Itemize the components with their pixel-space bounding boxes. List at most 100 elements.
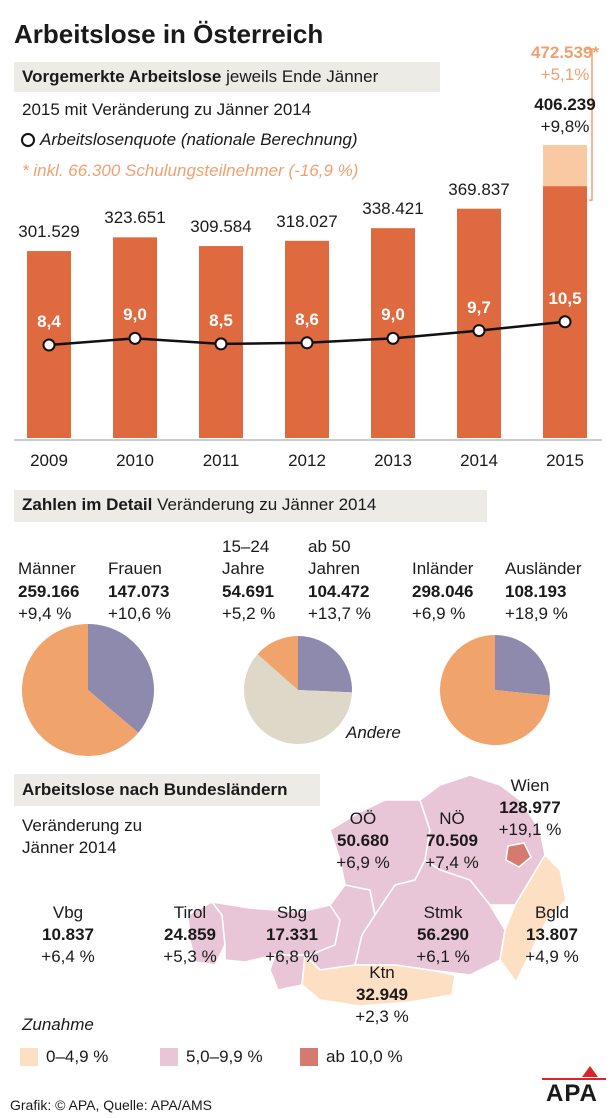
section-title: Arbeitslose nach Bundesländern	[22, 780, 288, 799]
region	[505, 842, 532, 868]
region-name: Ktn	[369, 963, 395, 982]
legend-swatch	[160, 1048, 178, 1066]
section-subtitle: Veränderung zu Jänner 2014	[157, 495, 377, 514]
section-subtitle: Veränderung zu Jänner 2014	[22, 816, 143, 857]
x-tick-label: 2013	[374, 451, 412, 470]
legend-marker	[21, 133, 35, 147]
value-label: 406.239	[534, 95, 596, 115]
source: Grafik: © APA, Quelle: APA/AMS	[10, 1097, 212, 1113]
bar	[457, 208, 501, 438]
section-title: Zahlen im Detail	[22, 495, 153, 514]
category-label: Frauen	[108, 559, 162, 578]
line-marker	[558, 315, 572, 329]
region-name: Tirol	[173, 903, 207, 922]
section-box	[14, 490, 487, 522]
region-value: 10.837	[42, 925, 94, 944]
page-title: Arbeitslose in Österreich	[14, 19, 324, 49]
legend-swatch	[300, 1048, 318, 1066]
value-label: 298.046	[412, 582, 474, 601]
x-tick-label: 2011	[202, 451, 240, 470]
change-label: +5,2 %	[222, 604, 276, 623]
legend-label: ab 10,0 %	[326, 1047, 403, 1066]
value-label: 108.193	[505, 582, 567, 601]
region-change: +6,8 %	[265, 947, 319, 966]
logo-mark	[582, 1066, 598, 1077]
change-label: +18,9 %	[505, 604, 568, 623]
change-label: +10,6 %	[108, 604, 171, 623]
x-tick-label: 2014	[460, 451, 498, 470]
change-label: +13,7 %	[308, 604, 371, 623]
region-change: +2,3 %	[355, 1007, 409, 1026]
region-change: +7,4 %	[425, 853, 479, 872]
rate-label: 9,0	[381, 305, 405, 325]
pie-slice	[21, 624, 139, 757]
region-change: +6,1 %	[416, 947, 470, 966]
change-label: +6,9 %	[412, 604, 466, 623]
line-marker	[386, 331, 400, 345]
pie-slice	[298, 636, 352, 693]
x-tick-label: 2009	[30, 451, 68, 470]
category-label: Inländer	[412, 559, 474, 578]
region-name: Wien	[510, 776, 550, 795]
legend-label: 0–4,9 %	[46, 1047, 109, 1066]
value-label: 369.837	[448, 179, 510, 199]
region-value: 13.807	[526, 925, 578, 944]
line-marker	[300, 336, 314, 350]
rate-label: 9,0	[123, 305, 147, 325]
section-box	[14, 62, 440, 92]
chart-note: 2015 mit Veränderung zu Jänner 2014	[22, 100, 312, 119]
region-change: +19,1 %	[498, 820, 562, 839]
value-label: 54.691	[222, 582, 274, 601]
rate-label: 10,5	[548, 288, 582, 308]
section-subtitle: jeweils Ende Jänner	[226, 67, 379, 86]
line-marker	[472, 324, 486, 338]
change-label: +9,4 %	[18, 604, 72, 623]
region-name: OÖ	[349, 809, 377, 828]
region-value: 70.509	[426, 831, 478, 850]
region-change: +5,3 %	[163, 947, 217, 966]
pie-slice	[88, 624, 154, 733]
change-label: +9,8%	[540, 117, 590, 137]
bracket	[586, 48, 593, 201]
bar	[543, 145, 587, 187]
bar	[543, 186, 587, 438]
legend-label: Arbeitslosenquote (nationale Berechnung)	[40, 130, 358, 149]
x-tick-label: 2015	[546, 451, 584, 470]
rate-label: 8,4	[37, 312, 61, 331]
value-label: 147.073	[108, 582, 170, 601]
rate-label: 9,7	[467, 297, 491, 317]
x-tick-label: 2012	[288, 451, 326, 470]
region	[269, 954, 306, 991]
value-label: 104.472	[308, 582, 370, 601]
section-box	[14, 774, 320, 806]
legend-title: Zunahme	[22, 1015, 94, 1034]
value-label: 301.529	[18, 222, 80, 242]
region-name: NÖ	[439, 809, 465, 828]
pie-slice	[244, 654, 352, 744]
pie-slice	[440, 635, 550, 745]
region-value: 32.949	[356, 985, 408, 1004]
pie-slice	[495, 635, 550, 696]
line-marker	[42, 338, 56, 352]
region-value: 56.290	[417, 925, 469, 944]
rate-label: 8,5	[209, 310, 233, 330]
value-label: 318.027	[276, 211, 338, 231]
total-change: +5,1%	[540, 65, 590, 85]
legend-swatch	[20, 1048, 38, 1066]
x-tick-label: 2010	[116, 451, 154, 470]
pie-label: Andere	[346, 723, 401, 742]
region-value: 17.331	[266, 925, 318, 944]
value-label: 323.651	[104, 208, 166, 228]
region-name: Bgld	[534, 903, 570, 922]
line-marker	[128, 331, 142, 345]
value-label: 259.166	[18, 582, 80, 601]
footnote: * inkl. 66.300 Schulungsteilnehmer (-16,…	[22, 161, 359, 180]
logo-mark	[542, 1078, 606, 1080]
logo: APA	[546, 1080, 598, 1107]
section-title: Vorgemerkte Arbeitslose	[22, 67, 222, 86]
region	[301, 953, 456, 1007]
line-marker	[214, 337, 228, 351]
legend-label: 5,0–9,9 %	[186, 1047, 263, 1066]
